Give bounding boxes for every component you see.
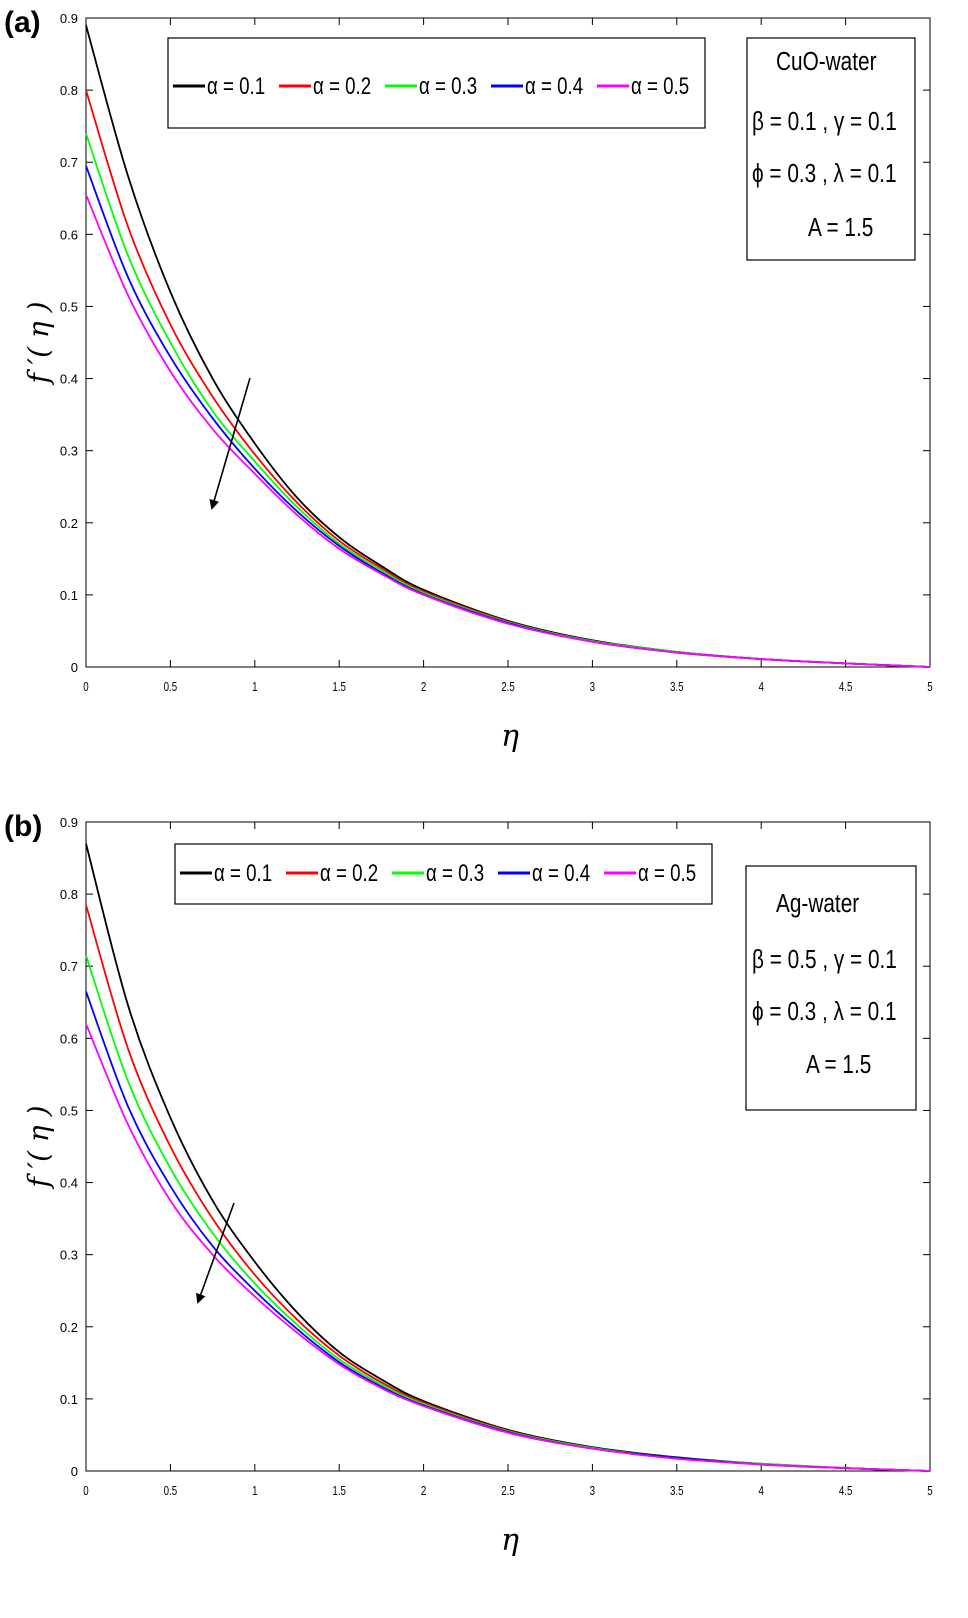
x-tick-label: 0.5 [164, 681, 178, 695]
annotation-line: β = 0.1 , γ = 0.1 [752, 107, 897, 136]
annotation-line: A = 1.5 [808, 213, 873, 242]
x-tick-label: 2.5 [501, 681, 515, 695]
annotation-line: β = 0.5 , γ = 0.1 [752, 945, 897, 974]
x-tick-label: 2.5 [501, 1485, 515, 1499]
annotation-line: A = 1.5 [806, 1050, 871, 1079]
panel-label: (a) [4, 6, 41, 39]
legend-label: α = 0.5 [638, 860, 696, 887]
x-tick-label: 3.5 [670, 1485, 684, 1499]
legend-label: α = 0.4 [525, 73, 583, 100]
x-tick-label: 0 [83, 681, 88, 695]
y-tick-label: 0.8 [60, 887, 78, 902]
x-tick-label: 5 [927, 681, 932, 695]
annotation-box [746, 37, 916, 261]
x-tick-label: 0 [83, 1485, 88, 1499]
chart-panel-2: (b) 0 0.5 1 1.5 2 2.5 3 3.5 4 4.5 5 0 0.1 0.2 0.3 0.4 0.5… [4, 810, 933, 1558]
trend-arrow [196, 1202, 235, 1304]
legend-label: α = 0.2 [320, 860, 378, 887]
legend-label: α = 0.2 [313, 73, 371, 100]
y-axis-label: f ′( η ) [22, 301, 55, 385]
y-tick-label: 0.6 [60, 1031, 78, 1046]
x-tick-label: 4 [758, 681, 764, 695]
series-line-5 [85, 1023, 931, 1472]
y-tick-label: 0.1 [60, 588, 78, 603]
x-tick-label: 3.5 [670, 681, 684, 695]
y-tick-label: 0.2 [60, 1320, 78, 1335]
x-axis-label: η [501, 1523, 519, 1558]
annotation-box [745, 865, 917, 1111]
y-tick-label: 0.4 [60, 1176, 78, 1191]
legend-label: α = 0.4 [532, 860, 590, 887]
x-tick-label: 4.5 [839, 681, 853, 695]
x-tick-label: 1 [252, 681, 257, 695]
x-tick-label: 3 [590, 1485, 595, 1499]
annotation-line: CuO-water [776, 47, 877, 76]
y-tick-label: 0.8 [60, 83, 78, 98]
x-tick-label: 1 [252, 1485, 257, 1499]
y-axis-label: f ′( η ) [22, 1105, 55, 1189]
y-tick-label: 0.6 [60, 227, 78, 242]
y-tick-label: 0.3 [60, 444, 78, 459]
panel-label: (b) [4, 810, 42, 843]
x-tick-label: 2 [421, 1485, 426, 1499]
x-tick-label: 1.5 [332, 1485, 346, 1499]
annotation-line: Ag-water [776, 889, 859, 918]
y-tick-label: 0.7 [60, 155, 78, 170]
y-tick-label: 0.9 [60, 11, 78, 26]
y-tick-label: 0.1 [60, 1392, 78, 1407]
trend-arrow [209, 377, 251, 510]
legend-label: α = 0.1 [214, 860, 272, 887]
legend-label: α = 0.3 [426, 860, 484, 887]
x-axis-label: η [501, 719, 519, 754]
chart-panel-1: (a) 0 0.5 1 1.5 2 2.5 3 3.5 4 4.5 5 0 0.1 0.2 0.3 0.4 0.5… [4, 6, 933, 754]
x-tick-label: 5 [927, 1485, 932, 1499]
x-tick-label: 0.5 [164, 1485, 178, 1499]
y-tick-label: 0.7 [60, 959, 78, 974]
annotation-line: ϕ = 0.3 , λ = 0.1 [752, 997, 897, 1026]
x-tick-label: 4.5 [839, 1485, 853, 1499]
y-tick-label: 0.5 [60, 299, 78, 314]
y-tick-label: 0.9 [60, 815, 78, 830]
y-tick-label: 0 [71, 660, 78, 675]
y-tick-label: 0.3 [60, 1248, 78, 1263]
x-tick-label: 2 [421, 681, 426, 695]
legend-label: α = 0.5 [631, 73, 689, 100]
x-tick-label: 4 [758, 1485, 764, 1499]
y-tick-label: 0.2 [60, 516, 78, 531]
y-tick-label: 0.5 [60, 1103, 78, 1118]
legend-box [167, 37, 706, 129]
y-tick-label: 0 [71, 1464, 78, 1479]
series-line-5 [85, 194, 931, 668]
annotation-line: ϕ = 0.3 , λ = 0.1 [752, 159, 897, 188]
x-tick-label: 1.5 [332, 681, 346, 695]
y-tick-label: 0.4 [60, 372, 78, 387]
legend-label: α = 0.1 [207, 73, 265, 100]
x-tick-label: 3 [590, 681, 595, 695]
legend-label: α = 0.3 [419, 73, 477, 100]
